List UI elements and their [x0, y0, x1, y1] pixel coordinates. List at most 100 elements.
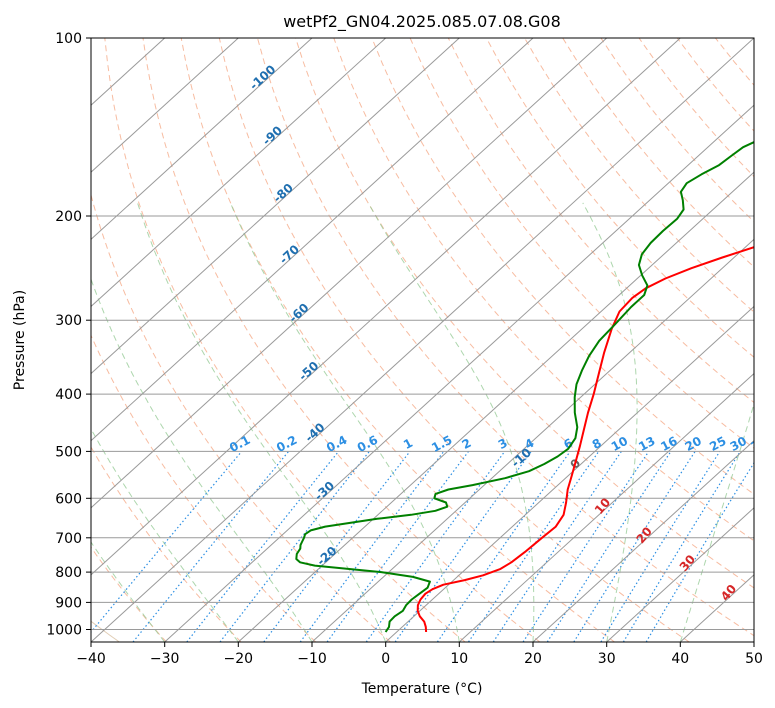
isotherm-line	[91, 38, 608, 509]
mixing-ratio-label: 25	[707, 434, 728, 454]
dry-adiabat-line	[295, 38, 754, 589]
mixing-ratio-line	[132, 451, 290, 642]
x-tick-label: −20	[224, 651, 254, 667]
mixing-ratio-label: 13	[636, 434, 657, 454]
plot-area: 0.1 0.2 0.4 0.6 1 1.5 2 3 4 6 8 10 13 16 20 25 30 36-100-…	[0, 38, 754, 642]
mixing-ratio-label: 16	[658, 434, 679, 454]
mixing-ratio-line	[467, 451, 600, 642]
y-axis-label: Pressure (hPa)	[12, 290, 28, 390]
isotherm-line	[91, 38, 460, 375]
mixing-ratio-line	[219, 451, 370, 642]
y-tick-label: 300	[55, 313, 82, 329]
x-axis-label: Temperature (°C)	[361, 681, 483, 697]
dry-adiabat-line	[91, 193, 391, 642]
dry-adiabats	[91, 38, 754, 642]
y-tick-label: 900	[55, 595, 82, 611]
x-axis: −40 −30 −20 −10 0 10 20 30 40 50	[76, 642, 763, 667]
y-tick-label: 800	[55, 565, 82, 581]
dry-adiabat-line	[91, 546, 167, 642]
x-tick-label: 50	[745, 651, 763, 667]
dry-adiabat-line	[638, 38, 754, 178]
moist-adiabat-line	[91, 277, 313, 642]
isotherm-line	[91, 38, 534, 442]
temperature-profile-line	[416, 246, 754, 633]
isotherm-line	[606, 507, 754, 642]
mixing-ratio-lines	[91, 451, 754, 642]
dry-adiabat-line	[142, 38, 541, 642]
chart-title: wetPf2_GN04.2025.085.07.08.G08	[283, 12, 561, 32]
moist-adiabats	[91, 202, 754, 642]
isotherm-line	[91, 38, 387, 308]
dry-adiabat-line	[562, 38, 754, 268]
isotherm-line	[532, 439, 754, 642]
mixing-ratio-line	[522, 451, 650, 642]
isotherm-line	[311, 238, 754, 642]
moist-adiabat-label: 20	[634, 524, 655, 546]
dry-adiabat-line	[180, 38, 615, 642]
mixing-ratio-label: 20	[683, 434, 704, 454]
x-tick-label: 10	[450, 651, 468, 667]
moist-adiabat-line	[367, 202, 535, 642]
isotherm-line	[91, 38, 313, 241]
isotherm-label: -40	[302, 420, 327, 445]
isotherm-label: -30	[312, 478, 337, 503]
mixing-ratio-line	[263, 451, 411, 642]
dry-adiabat-line	[409, 38, 754, 449]
mixing-ratio-line	[645, 461, 754, 642]
isotherm-line	[91, 38, 754, 642]
moist-adiabat-label: 40	[718, 582, 739, 604]
reference-curve	[0, 38, 9, 642]
isotherm-label: -50	[296, 359, 321, 384]
mixing-ratio-line	[492, 451, 622, 642]
dry-adiabat-line	[91, 446, 242, 642]
y-tick-label: 100	[55, 31, 82, 47]
mixing-ratio-label: 8	[590, 436, 604, 452]
moist-adiabat-line	[91, 541, 166, 642]
mixing-ratio-line	[326, 451, 469, 642]
isotherm-label: -80	[270, 181, 295, 206]
mixing-ratio-line	[186, 451, 340, 642]
isotherm-line	[385, 305, 754, 642]
isotherm-label: -20	[314, 544, 339, 569]
moist-adiabat-line	[229, 202, 460, 642]
dry-adiabat-line	[753, 38, 754, 40]
plot-frame	[90, 37, 755, 643]
dry-adiabat-line	[371, 38, 754, 495]
mixing-ratio-line	[546, 451, 672, 642]
mixing-ratio-line	[365, 451, 506, 642]
mixing-ratio-line	[436, 451, 571, 642]
y-tick-label: 1000	[46, 623, 82, 639]
dewpoint-profile-line	[295, 141, 754, 633]
moist-adiabat-line	[679, 402, 754, 642]
y-tick-label: 500	[55, 444, 82, 460]
mixing-ratio-line	[299, 451, 445, 642]
moist-adiabat-label: 30	[677, 552, 698, 574]
mixing-ratio-line	[600, 451, 721, 642]
isotherm-line	[91, 38, 239, 173]
moist-adiabat-line	[582, 202, 638, 642]
mixing-ratio-line	[91, 451, 243, 633]
isotherm-line	[237, 171, 754, 642]
y-tick-label: 600	[55, 491, 82, 507]
y-tick-label: 200	[55, 209, 82, 225]
x-tick-label: 40	[671, 651, 689, 667]
line-labels: 0.1 0.2 0.4 0.6 1 1.5 2 3 4 6 8 10 13 16 20 25 30 36-100-…	[227, 62, 754, 604]
x-tick-label: −30	[150, 651, 180, 667]
y-tick-label: 700	[55, 531, 82, 547]
x-tick-label: −10	[297, 651, 327, 667]
dry-adiabat-line	[218, 38, 690, 642]
isotherm-label: -60	[286, 300, 311, 325]
pressure-gridlines	[91, 38, 754, 630]
isotherms	[91, 38, 754, 642]
dry-adiabat-line	[447, 38, 754, 404]
x-tick-label: 0	[381, 651, 390, 667]
x-tick-label: 30	[598, 651, 616, 667]
dry-adiabat-line	[524, 38, 754, 313]
mixing-ratio-label: 2	[460, 436, 474, 452]
y-axis: 100 200 300 400 500 600 700 800 900 1000	[46, 31, 91, 639]
dry-adiabat-line	[257, 38, 754, 637]
dry-adiabat-line	[485, 38, 754, 358]
moist-adiabat-line	[137, 202, 387, 642]
isotherm-label: -100	[247, 62, 279, 93]
x-tick-label: −40	[76, 651, 106, 667]
